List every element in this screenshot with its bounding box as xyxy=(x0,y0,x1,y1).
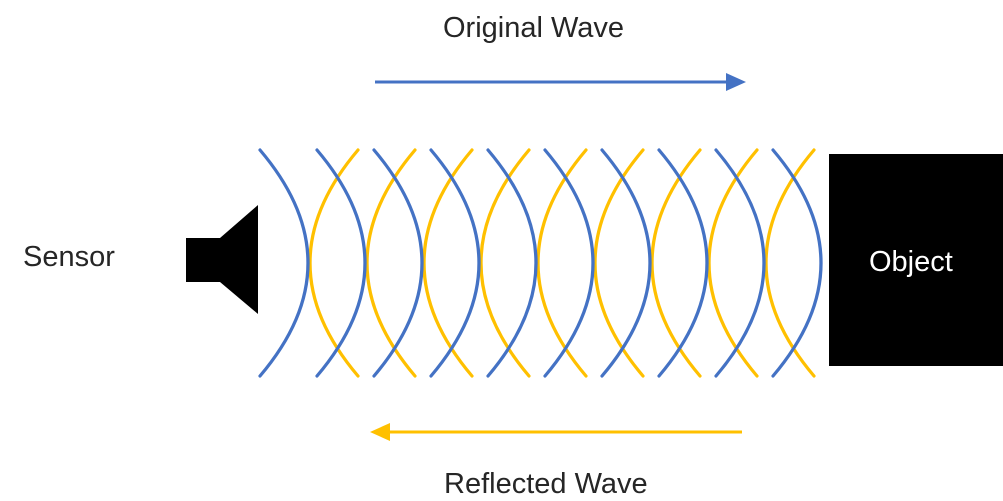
reflected-wave-front xyxy=(764,148,816,378)
original-wave-front xyxy=(771,148,823,378)
reflected-wave-front xyxy=(536,148,588,378)
sensor-label: Sensor xyxy=(23,241,115,273)
object-block xyxy=(829,154,1003,366)
original-wave-front xyxy=(258,148,310,378)
original-wave-front xyxy=(543,148,595,378)
object-label: Object xyxy=(869,246,953,278)
original-wave-front xyxy=(372,148,424,378)
original-wave-front xyxy=(486,148,538,378)
reflected-wave-front xyxy=(707,148,759,378)
original-wave-front xyxy=(657,148,709,378)
speaker-cone xyxy=(220,205,258,314)
original-wave-arrow-icon xyxy=(375,73,746,91)
original-wave-front xyxy=(600,148,652,378)
reflected-wave-fronts xyxy=(308,148,816,378)
original-wave-front xyxy=(429,148,481,378)
original-wave-front xyxy=(714,148,766,378)
reflected-wave-front xyxy=(650,148,702,378)
speaker-body xyxy=(186,238,222,282)
original-wave-front xyxy=(315,148,367,378)
reflected-wave-front xyxy=(308,148,360,378)
reflected-wave-front xyxy=(593,148,645,378)
reflected-wave-label: Reflected Wave xyxy=(444,468,648,500)
reflected-wave-arrow-icon xyxy=(370,423,742,441)
speaker-icon xyxy=(186,205,258,314)
original-wave-label: Original Wave xyxy=(443,12,625,44)
original-wave-fronts xyxy=(258,148,823,378)
reflected-wave-front xyxy=(479,148,531,378)
reflected-wave-front xyxy=(365,148,417,378)
reflected-wave-front xyxy=(422,148,474,378)
